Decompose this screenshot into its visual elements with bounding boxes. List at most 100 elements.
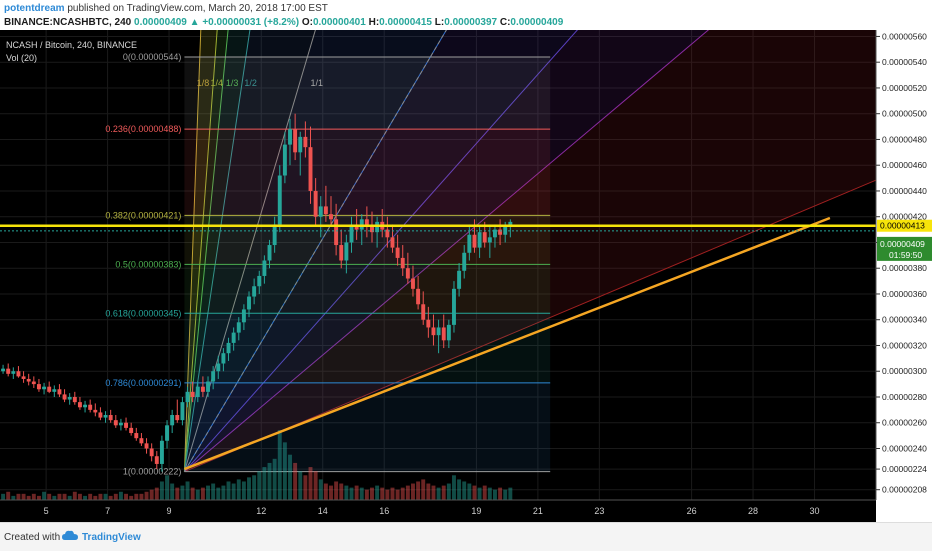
volume-bar: [36, 495, 41, 500]
volume-bar: [226, 481, 231, 500]
x-axis[interactable]: 5 7 9 12 14 16 19 21 23 26 28 30: [0, 499, 876, 522]
volume-bar: [354, 485, 359, 500]
candle-body: [390, 237, 395, 248]
candle-body: [134, 433, 139, 439]
volume-bar: [129, 495, 134, 500]
volume-bar: [482, 485, 487, 500]
fib-level-label: 0.786(0.00000291): [105, 378, 181, 388]
volume-bar: [313, 471, 318, 500]
volume-bar: [359, 487, 364, 500]
volume-bar: [503, 489, 508, 500]
ascending-trendline[interactable]: [183, 216, 831, 471]
candle-body: [359, 219, 364, 230]
candle-body: [36, 384, 41, 390]
trendline-group[interactable]: [183, 216, 831, 471]
last-price-text: 0.00000409: [880, 239, 925, 249]
volume-bar: [308, 467, 313, 500]
volume-bar: [272, 458, 277, 500]
candle-body: [354, 224, 359, 230]
last-price-box: [877, 236, 932, 261]
volume-bar: [318, 479, 323, 500]
y-tick-label: 0.00000520: [882, 83, 927, 93]
x-tick-label: 30: [810, 506, 820, 516]
candle-body: [26, 378, 31, 382]
low-value: 0.00000397: [444, 17, 498, 28]
volume-bar: [334, 481, 339, 500]
candle-body: [334, 219, 339, 246]
fib-zone: [184, 382, 551, 472]
y-tick-label: 0.00000260: [882, 418, 927, 428]
volume-bar: [288, 454, 292, 500]
volume-bar: [93, 495, 98, 500]
volume-bar: [77, 493, 82, 500]
volume-bar: [405, 485, 410, 500]
last-price: 0.00000409: [134, 17, 187, 28]
candle-body: [108, 415, 113, 421]
candle-body: [103, 415, 108, 418]
x-tick-label: 7: [105, 506, 110, 516]
candle-body: [42, 386, 47, 390]
grid: [0, 30, 876, 500]
volume-bar: [344, 485, 349, 500]
volume-bar: [42, 491, 47, 500]
x-tick-label: 23: [594, 506, 604, 516]
fib-level-label: 0.236(0.00000488): [105, 124, 181, 134]
candle-body: [21, 376, 26, 379]
tradingview-brand-link[interactable]: TradingView: [82, 532, 141, 543]
y-tick-label: 0.00000240: [882, 443, 927, 453]
volume-bar: [52, 495, 57, 500]
candle-body: [257, 275, 262, 287]
candle-body: [385, 229, 390, 238]
volume-bar: [31, 493, 36, 500]
candle-body: [98, 412, 103, 418]
candle-body: [288, 129, 292, 145]
candle-body: [170, 415, 175, 426]
change-value: ▲ +0.00000031 (+8.2%): [189, 17, 300, 28]
volume-bar: [190, 487, 195, 500]
candle-body: [200, 386, 205, 392]
candle-body: [52, 389, 57, 392]
candle-body: [93, 409, 98, 413]
volume-bar: [262, 467, 267, 500]
candle-body: [190, 391, 195, 397]
volume-bar: [154, 487, 159, 500]
volume-bar: [221, 485, 226, 500]
fib-retracement[interactable]: 0(0.00000544) 0.236(0.00000488) 0.382(0.00…: [105, 52, 551, 477]
volume-bar: [165, 475, 169, 500]
symbol-label: BINANCE:NCASHBTC, 240: [4, 17, 132, 28]
open-value: 0.00000401: [312, 17, 366, 28]
candle-body: [62, 394, 67, 400]
y-tick-label: 0.00000500: [882, 109, 927, 119]
volume-bar: [380, 487, 385, 500]
tradingview-cloud-icon[interactable]: [62, 530, 78, 545]
volume-bar: [498, 487, 503, 500]
candle-body: [318, 206, 323, 217]
volume-bar: [16, 493, 21, 500]
volume-bar: [375, 485, 380, 500]
y-tick-label: 0.00000420: [882, 212, 927, 222]
y-tick-label: 0.00000340: [882, 315, 927, 325]
candle-body: [298, 136, 303, 153]
volume-bar: [252, 475, 257, 500]
y-axis[interactable]: 0.00000560 0.00000540 0.00000520 0.00000500…: [875, 30, 932, 522]
volume-bar: [293, 462, 298, 500]
author-link[interactable]: potentdream: [4, 3, 65, 14]
fib-level-label: 0.618(0.00000345): [105, 308, 181, 318]
volume-bar: [416, 481, 421, 500]
candle-body: [323, 206, 328, 215]
candle-body: [67, 396, 72, 400]
gann-fan[interactable]: 1/8 1/4 1/3 1/2 1/1: [183, 30, 922, 473]
chart-area[interactable]: 1/8 1/4 1/3 1/2 1/1 0(0.00000544) 0.236(0.000…: [0, 30, 932, 522]
volume-bar: [277, 430, 282, 500]
price-label-box: [877, 219, 932, 232]
volume-bar: [47, 493, 52, 500]
fan-ray: [184, 30, 710, 473]
fib-zone: [184, 264, 551, 314]
footer: Created with TradingView: [0, 522, 932, 551]
price-chart[interactable]: 1/8 1/4 1/3 1/2 1/1 0(0.00000544) 0.236(0.000…: [0, 30, 932, 522]
x-tick-label: 28: [748, 506, 758, 516]
candle-body: [329, 214, 333, 220]
candle-body: [457, 270, 462, 289]
fib-zone: [184, 129, 551, 216]
fib-level-label: 1(0.00000222): [123, 467, 182, 477]
